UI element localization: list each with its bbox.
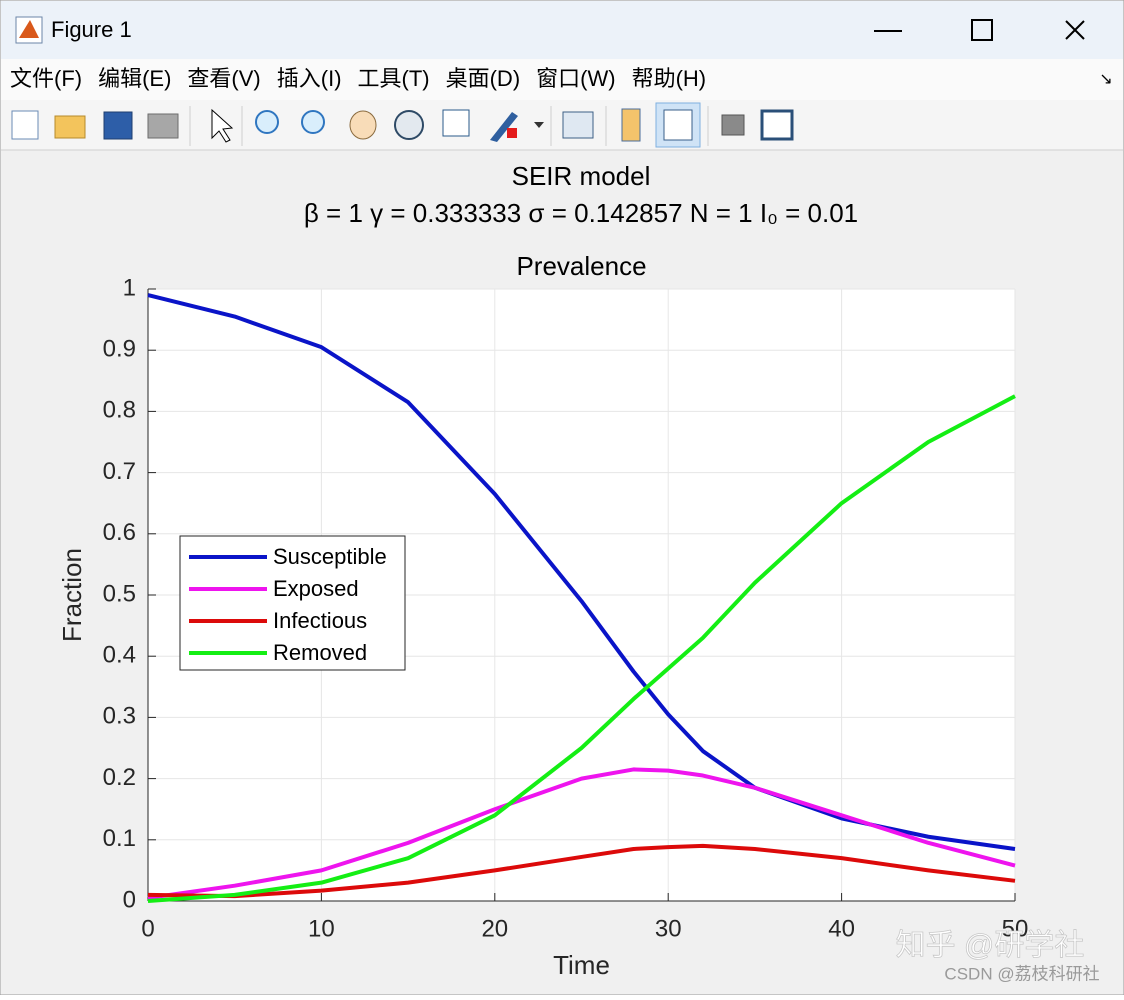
app-icon <box>15 16 43 44</box>
super-title: SEIR model <box>512 161 651 191</box>
brush-icon[interactable] <box>490 112 518 142</box>
menu-overflow[interactable]: ↘ <box>1099 71 1112 88</box>
open-icon[interactable] <box>54 115 86 139</box>
menu-item[interactable]: 插入(I) <box>277 66 342 91</box>
menu-item[interactable]: 桌面(D) <box>446 66 521 91</box>
y-axis-label: Fraction <box>57 548 87 642</box>
y-tick-label: 0.4 <box>103 642 136 669</box>
watermark: CSDN @荔枝科研社 <box>944 964 1099 983</box>
print-icon[interactable] <box>147 113 179 139</box>
toolbar-icons <box>11 102 794 148</box>
y-tick-label: 0.7 <box>103 458 136 485</box>
watermark: 知乎 @研学社 <box>896 929 1085 962</box>
save-icon[interactable] <box>103 111 133 140</box>
y-tick-label: 0 <box>123 886 136 913</box>
series-line <box>147 843 1016 899</box>
y-tick-label: 0.6 <box>103 519 136 546</box>
zoom-in-icon[interactable] <box>255 110 279 134</box>
zoom-out-icon[interactable] <box>301 110 325 134</box>
menu-item[interactable]: 工具(T) <box>358 66 430 91</box>
legend-label: Removed <box>273 640 367 665</box>
x-tick-label: 10 <box>308 915 335 942</box>
x-tick-label: 0 <box>141 915 154 942</box>
menu-item[interactable]: 查看(V) <box>187 66 260 91</box>
x-axis-label: Time <box>553 950 610 980</box>
x-tick-label: 50 <box>1002 915 1029 942</box>
series-line <box>147 394 1016 903</box>
dock-icon[interactable] <box>760 109 794 141</box>
menu-item[interactable]: 编辑(E) <box>98 66 171 91</box>
y-tick-label: 0.2 <box>103 764 136 791</box>
rotate-icon[interactable] <box>394 110 424 140</box>
y-tick-label: 0.9 <box>103 336 136 363</box>
link-icon[interactable] <box>562 111 594 139</box>
x-tick-label: 30 <box>655 915 682 942</box>
legend-label: Exposed <box>273 576 359 601</box>
colorbar-icon[interactable] <box>621 108 641 142</box>
x-tick-label: 20 <box>481 915 508 942</box>
y-tick-label: 0.8 <box>103 397 136 424</box>
x-tick-label: 40 <box>828 915 855 942</box>
datatip-icon[interactable] <box>442 109 470 137</box>
menu-item[interactable]: 帮助(H) <box>632 66 707 91</box>
toolbar <box>1 100 1123 150</box>
title-bar <box>1 1 1123 59</box>
legend-label: Infectious <box>273 608 367 633</box>
parameters-subtitle: β = 1 γ = 0.333333 σ = 0.142857 N = 1 I₀… <box>304 198 858 228</box>
legend-label: Susceptible <box>273 544 387 569</box>
menu-item[interactable]: 文件(F) <box>10 66 82 91</box>
menu-bar <box>1 59 1123 100</box>
hide-tools-icon[interactable] <box>721 114 745 136</box>
pointer-icon[interactable] <box>211 108 234 143</box>
series-line <box>147 767 1016 900</box>
close-button[interactable] <box>1065 20 1085 40</box>
new-icon[interactable] <box>11 110 39 140</box>
axes-title: Prevalence <box>516 251 646 281</box>
legend: Susceptible Exposed Infectious Removed <box>179 535 406 671</box>
y-tick-label: 0.5 <box>103 580 136 607</box>
series-line <box>147 293 1016 851</box>
y-tick-label: 0.3 <box>103 703 136 730</box>
pan-icon[interactable] <box>349 110 377 140</box>
menu-item[interactable]: 窗口(W) <box>536 66 615 91</box>
window-title: Figure 1 <box>51 17 132 42</box>
y-tick-label: 0.1 <box>103 825 136 852</box>
y-tick-label: 1 <box>123 274 136 301</box>
maximize-button[interactable] <box>971 19 993 41</box>
